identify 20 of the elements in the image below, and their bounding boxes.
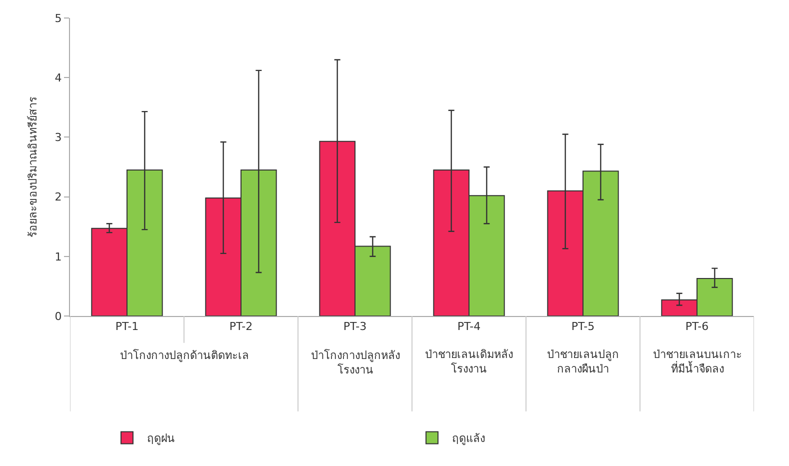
text: ป่าชายเลนบนเกาะ ที่มีน้ำจืดลง [653,348,742,376]
x-tick-label: PT-6 [685,320,709,334]
x-tick-label: PT-1 [115,320,139,334]
y-tick-label: 2 [54,190,62,204]
text: ป่าชายเลนเดิมหลัง โรงงาน [425,348,513,376]
text: ป่าชายเลนปลูก กลางผืนป่า [547,348,619,376]
x-tick-label: PT-3 [343,320,367,334]
y-tick-label: 5 [54,12,62,25]
y-tick-label: 1 [54,250,62,264]
text: ป่าโกงกางปลูกด้านติดทะเล [120,348,249,362]
legend-label: ฤดูฝน [147,432,175,446]
y-tick-label: 4 [54,71,62,84]
y-axis-title: ร้อยละของปริมาณอินทรีย์สาร [26,96,40,238]
y-tick-label: 3 [54,131,62,144]
y-tick-label: 0 [54,310,62,323]
x-tick-label: PT-5 [571,320,595,334]
x-tick-label: PT-2 [229,320,253,334]
text: ป่าโกงกางปลูกหลัง โรงงาน [311,348,400,376]
legend-label: ฤดูแล้ง [452,432,485,446]
x-tick-label: PT-4 [457,320,481,334]
